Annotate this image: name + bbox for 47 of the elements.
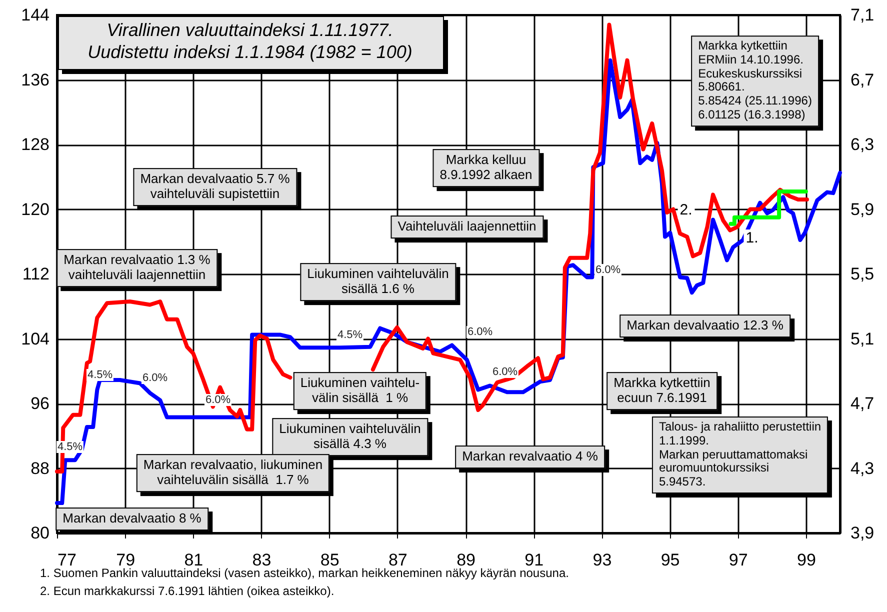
y2-tick-label: 5,1	[850, 329, 874, 348]
y2-tick-label: 5,5	[850, 264, 874, 284]
annotation: Liukuminen vaihteluvälin sisällä 4.3 %	[272, 418, 428, 456]
annotation: Markan devalvaatio 8 %	[56, 508, 208, 530]
y2-tick-label: 3,9	[850, 524, 874, 542]
y2-tick-label: 5,9	[850, 200, 874, 219]
annotation: 6.0%	[594, 264, 622, 276]
annotation: 4.5%	[86, 369, 114, 381]
annotation: Markan devalvaatio 12.3 %	[620, 314, 790, 338]
x-tick-label: 95	[660, 550, 680, 570]
y-tick-label: 128	[21, 135, 50, 154]
annotation: Liukuminen vaihteluvälin sisällä 1.6 %	[300, 263, 456, 301]
y2-tick-label: 4,3	[850, 458, 874, 478]
annotation: Markka kytkettiin ERMiin 14.10.1996. Ecukeskuskurssiksi 5.80661. 5.85424 (25.11.1996) 6.01125 (16.3.1998)	[691, 36, 819, 126]
x-tick-label: 93	[592, 550, 612, 570]
annotation: Markan revalvaatio 1.3 % vaihteluväli laajennettiin	[56, 249, 218, 287]
y2-tick-label: 7,1	[850, 6, 874, 24]
annotation: Markka kytkettiin ecuun 7.6.1991	[606, 372, 718, 410]
y-tick-label: 112	[22, 264, 50, 284]
x-tick-label: 97	[728, 550, 748, 570]
y-tick-label: 120	[21, 200, 50, 219]
annotation: Markka kelluu 8.9.1992 alkaen	[432, 149, 540, 187]
annotation: Markan revalvaatio, liukuminen vaihteluvälin sisällä 1.7 %	[136, 454, 330, 492]
x-tick-label: 99	[796, 550, 816, 570]
y2-tick-label: 6,3	[850, 135, 874, 154]
annotation: Markan revalvaatio 4 %	[455, 446, 605, 468]
annotation: 4.5%	[336, 329, 364, 341]
annotation: 6.0%	[141, 372, 169, 384]
annotation: Liukuminen vaihtelu- välin sisällä 1 %	[293, 372, 427, 410]
annotation: 6.0%	[491, 366, 519, 378]
y2-tick-label: 4,7	[850, 394, 874, 413]
annotation: Markan devalvaatio 5.7 % vaihteluväli supistettiin	[133, 168, 297, 206]
text: 2. Ecun markkakurssi 7.6.1991 lähtien (oikea asteikko).	[40, 584, 334, 598]
annotation: 4.5%	[56, 441, 84, 453]
y-tick-label: 88	[30, 458, 50, 478]
annotation: Talous- ja rahaliitto perustettiin 1.1.1999. Markan peruuttamattomaksi euromuuntokurssiksi 5.94573.	[652, 416, 828, 494]
y-tick-label: 104	[21, 329, 50, 348]
annotation: Vaihteluväli laajennettiin	[390, 216, 544, 238]
annotation: 6.0%	[466, 326, 494, 338]
y-tick-label: 136	[21, 70, 50, 90]
series-label: 2.	[678, 202, 694, 218]
y-tick-label: 144	[21, 6, 50, 24]
y-tick-label: 80	[30, 524, 50, 542]
series-label: 1.	[744, 230, 760, 246]
annotation: 6.0%	[204, 394, 232, 406]
y-tick-label: 96	[30, 394, 50, 413]
y2-tick-label: 6,7	[850, 70, 874, 90]
